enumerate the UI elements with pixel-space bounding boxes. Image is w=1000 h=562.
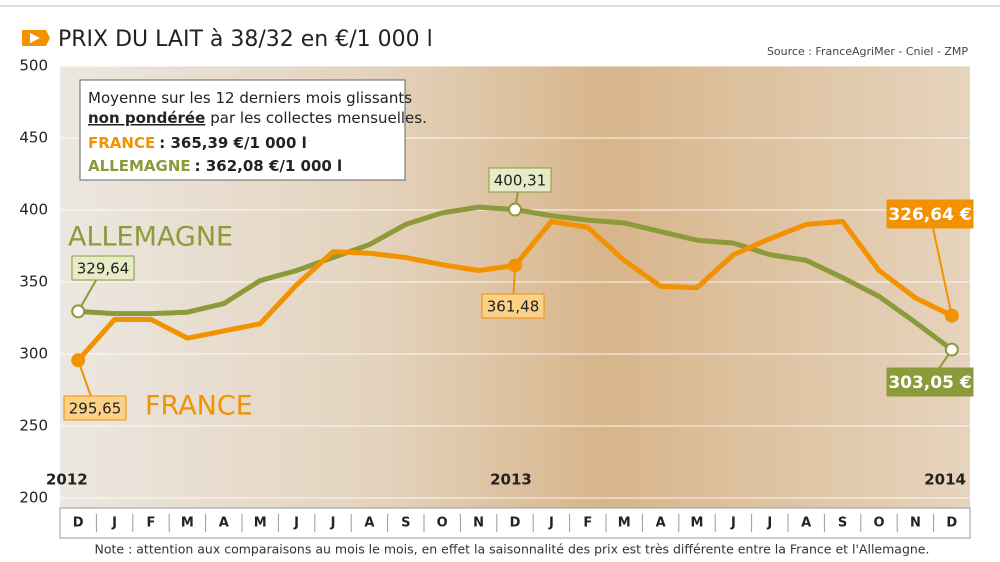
x-tick-label: J <box>111 516 117 531</box>
x-tick-label: J <box>730 516 736 531</box>
value-label-box <box>481 293 545 319</box>
annotation-line: par les collectes mensuelles. <box>210 109 427 127</box>
annotation-text: Moyenne sur les 12 derniers mois glissan… <box>88 89 412 107</box>
value-label-box <box>71 255 135 281</box>
note: Note : attention aux comparaisons au moi… <box>95 542 930 557</box>
annotation-text: FRANCE: 365,39 €/1 000 l <box>88 134 307 152</box>
data-point <box>71 304 86 319</box>
data-point <box>944 308 959 323</box>
annotation-france-value: : 365,39 €/1 000 l <box>159 134 307 152</box>
y-tick-label: 500 <box>19 57 48 75</box>
x-tick-label: O <box>437 516 448 531</box>
x-tick-label: J <box>293 516 299 531</box>
value-label-box <box>886 199 974 229</box>
x-tick-label: S <box>838 516 847 531</box>
annotation-text: ALLEMAGNE: 362,08 €/1 000 l <box>88 157 342 175</box>
x-tick-label: J <box>548 516 554 531</box>
data-point <box>71 353 86 368</box>
value-label: 295,65 <box>69 400 122 418</box>
label-connector <box>929 213 953 316</box>
y-tick-label: 400 <box>19 201 48 219</box>
year-label: 2012 <box>46 471 88 489</box>
x-tick-label: A <box>219 516 229 531</box>
annotation-france: FRANCE <box>88 134 155 152</box>
x-tick-label: F <box>583 516 592 531</box>
x-tick-label: O <box>873 516 884 531</box>
value-label-box <box>886 367 974 397</box>
annotation-line: Moyenne sur les 12 derniers mois glissan… <box>88 89 412 107</box>
y-tick-label: 250 <box>19 417 48 435</box>
x-tick-label: N <box>473 516 484 531</box>
year-label: 2013 <box>490 471 532 489</box>
x-tick-label: N <box>910 516 921 531</box>
annotation-text: non pondérée par les collectes mensuelles… <box>88 109 427 127</box>
x-tick-label: D <box>510 516 521 531</box>
data-point <box>508 258 522 273</box>
plot: ALLEMAGNE FRANCE 295,65 361,48 326,64 € 329,6… <box>63 167 974 422</box>
y-tick-label: 350 <box>19 273 48 291</box>
y-tick-label: 200 <box>19 489 48 507</box>
value-label: 326,64 € <box>888 205 971 225</box>
x-tick-label: M <box>691 516 704 531</box>
data-point <box>508 202 522 217</box>
x-tick-label: A <box>656 516 666 531</box>
month-row <box>59 507 971 539</box>
series-name: ALLEMAGNE <box>68 222 233 253</box>
data-point <box>944 342 959 357</box>
x-tick-label: M <box>254 516 267 531</box>
source: Source : FranceAgriMer - Cniel - ZMP <box>767 45 968 58</box>
y-tick-label: 450 <box>19 129 48 147</box>
x-tick-label: S <box>401 516 410 531</box>
annotation-bold: non pondérée <box>88 109 205 127</box>
value-label: 400,31 <box>494 172 547 190</box>
x-tick-label: D <box>73 516 84 531</box>
annotation-germany: ALLEMAGNE <box>88 157 191 175</box>
x-tick-label: M <box>618 516 631 531</box>
value-label-box <box>63 395 127 421</box>
x-tick-label: M <box>181 516 194 531</box>
x-tick-label: J <box>766 516 772 531</box>
value-label: 303,05 € <box>888 373 971 393</box>
title-icon-arrow <box>30 33 40 43</box>
x-tick-label: J <box>330 516 336 531</box>
annotation-germany-value: : 362,08 €/1 000 l <box>195 157 343 175</box>
y-tick-label: 300 <box>19 345 48 363</box>
value-label: 361,48 <box>487 298 540 316</box>
year-label: 2014 <box>924 471 966 489</box>
x-tick-label: A <box>801 516 811 531</box>
x-tick-label: A <box>364 516 374 531</box>
x-tick-label: F <box>147 516 156 531</box>
value-label: 329,64 <box>77 260 130 278</box>
chart-title: PRIX DU LAIT à 38/32 en €/1 000 l <box>58 27 433 52</box>
series-name: FRANCE <box>145 391 253 422</box>
value-label-box <box>488 167 552 193</box>
annotation-box <box>79 79 406 181</box>
x-tick-label: D <box>946 516 957 531</box>
